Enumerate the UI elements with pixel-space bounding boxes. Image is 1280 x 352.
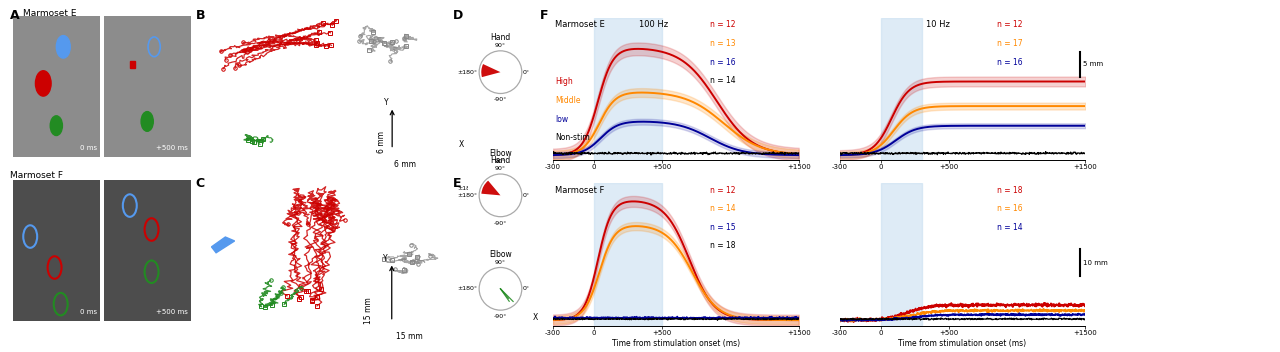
Text: n = 18: n = 18 bbox=[997, 186, 1023, 195]
Text: n = 13: n = 13 bbox=[710, 39, 736, 48]
Text: 100 Hz: 100 Hz bbox=[639, 20, 668, 30]
Text: ±180°: ±180° bbox=[457, 186, 477, 191]
Text: -90°: -90° bbox=[494, 214, 507, 219]
Circle shape bbox=[50, 116, 63, 136]
Text: n = 12: n = 12 bbox=[997, 20, 1023, 30]
Polygon shape bbox=[211, 237, 234, 253]
Text: X: X bbox=[458, 140, 463, 149]
Text: 0 ms: 0 ms bbox=[81, 145, 97, 151]
Text: High: High bbox=[556, 77, 573, 87]
Text: 0°: 0° bbox=[524, 286, 530, 291]
Text: n = 14: n = 14 bbox=[710, 205, 736, 213]
Text: Y: Y bbox=[383, 254, 387, 263]
Text: D: D bbox=[453, 9, 463, 22]
Text: Marmoset E: Marmoset E bbox=[556, 20, 605, 30]
Text: Marmoset F: Marmoset F bbox=[556, 186, 604, 195]
Text: ±180°: ±180° bbox=[457, 70, 477, 75]
Text: 0°: 0° bbox=[524, 193, 530, 198]
Circle shape bbox=[36, 71, 51, 96]
Text: n = 12: n = 12 bbox=[710, 186, 736, 195]
Text: +500 ms: +500 ms bbox=[156, 309, 188, 315]
Text: Marmoset F: Marmoset F bbox=[10, 171, 63, 180]
Bar bbox=[129, 61, 134, 68]
X-axis label: Time from stimulation onset (ms): Time from stimulation onset (ms) bbox=[899, 339, 1027, 347]
Text: n = 12: n = 12 bbox=[710, 20, 736, 30]
Text: -90°: -90° bbox=[494, 98, 507, 102]
Text: low: low bbox=[556, 114, 568, 124]
Text: B: B bbox=[196, 9, 205, 22]
Bar bbox=[594, 183, 662, 326]
Text: 6 mm: 6 mm bbox=[394, 160, 416, 169]
Circle shape bbox=[141, 112, 154, 131]
Text: Y: Y bbox=[384, 98, 389, 107]
Text: Hand: Hand bbox=[490, 33, 511, 42]
Text: Middle: Middle bbox=[556, 96, 581, 105]
Text: A: A bbox=[10, 9, 20, 22]
Text: n = 16: n = 16 bbox=[997, 205, 1023, 213]
Text: 15 mm: 15 mm bbox=[397, 332, 424, 340]
Text: 15 mm: 15 mm bbox=[364, 297, 374, 323]
Text: -90°: -90° bbox=[494, 314, 507, 319]
Text: n = 17: n = 17 bbox=[997, 39, 1023, 48]
Bar bbox=[881, 18, 922, 160]
Text: Hand: Hand bbox=[490, 156, 511, 165]
Text: 90°: 90° bbox=[495, 166, 506, 171]
Text: ±180°: ±180° bbox=[457, 193, 477, 198]
Text: n = 16: n = 16 bbox=[997, 57, 1023, 67]
Text: Elbow: Elbow bbox=[489, 250, 512, 258]
Text: 90°: 90° bbox=[495, 43, 506, 48]
Wedge shape bbox=[481, 181, 500, 195]
Text: Non-stim: Non-stim bbox=[556, 133, 590, 142]
Text: -90°: -90° bbox=[494, 221, 507, 226]
Text: 0 ms: 0 ms bbox=[81, 309, 97, 315]
Text: n = 15: n = 15 bbox=[710, 223, 736, 232]
Text: 10 Hz: 10 Hz bbox=[925, 20, 950, 30]
Text: n = 16: n = 16 bbox=[710, 57, 736, 67]
Text: +500 ms: +500 ms bbox=[156, 145, 188, 151]
Text: ±180°: ±180° bbox=[457, 286, 477, 291]
Text: Marmoset E: Marmoset E bbox=[23, 9, 77, 18]
Text: X: X bbox=[532, 313, 538, 322]
Text: Elbow: Elbow bbox=[489, 149, 512, 158]
Text: 90°: 90° bbox=[495, 159, 506, 164]
Circle shape bbox=[56, 36, 70, 58]
Text: 5 mm: 5 mm bbox=[1083, 61, 1103, 67]
Text: n = 14: n = 14 bbox=[997, 223, 1023, 232]
Text: n = 14: n = 14 bbox=[710, 76, 736, 85]
Wedge shape bbox=[481, 64, 500, 77]
Text: C: C bbox=[196, 177, 205, 190]
X-axis label: Time from stimulation onset (ms): Time from stimulation onset (ms) bbox=[612, 339, 740, 347]
Bar bbox=[594, 18, 662, 160]
Text: 10 mm: 10 mm bbox=[1083, 259, 1107, 265]
Text: 90°: 90° bbox=[495, 260, 506, 265]
Text: F: F bbox=[540, 9, 549, 22]
Text: 0°: 0° bbox=[524, 186, 530, 191]
Text: E: E bbox=[453, 177, 462, 190]
Text: n = 18: n = 18 bbox=[710, 241, 736, 251]
Bar bbox=[881, 183, 922, 326]
Text: 0°: 0° bbox=[524, 70, 530, 75]
Text: 6 mm: 6 mm bbox=[376, 131, 385, 153]
